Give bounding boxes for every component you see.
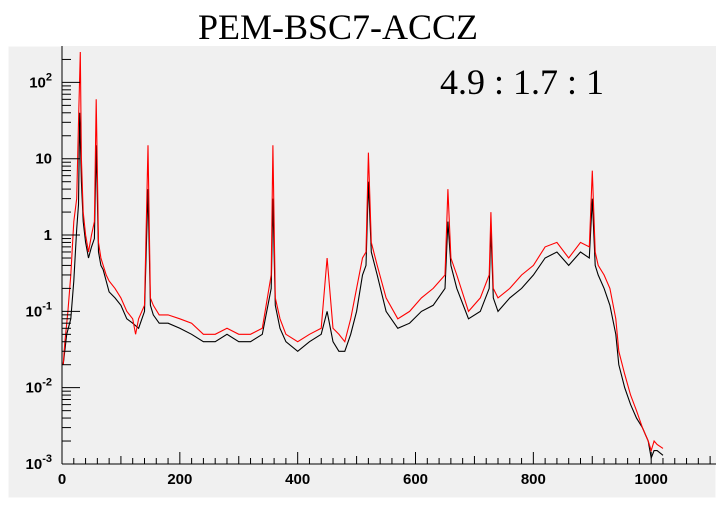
series-black-line — [62, 112, 664, 461]
x-tick-label: 800 — [521, 471, 546, 488]
x-tick-label: 400 — [285, 471, 310, 488]
y-tick-label: 10 — [35, 151, 52, 168]
plot-area — [62, 46, 716, 464]
series-layer — [62, 51, 664, 461]
y-tick-label: 1 — [44, 227, 52, 244]
x-tick-label: 0 — [58, 471, 66, 488]
series-red-line — [62, 51, 664, 453]
y-tick-label: 10-2 — [26, 377, 52, 397]
y-tick-label: 10-1 — [26, 300, 52, 320]
chart-title: PEM-BSC7-ACCZ — [198, 7, 478, 47]
y-tick-label: 102 — [29, 71, 52, 91]
x-tick-label: 1000 — [635, 471, 668, 488]
ratio-annotation: 4.9 : 1.7 : 1 — [440, 62, 604, 102]
axes-layer: 0 200 400 600 800 1000 10-3 10-2 10-1 1 10 102 — [26, 46, 716, 488]
x-tick-label: 200 — [167, 471, 192, 488]
y-tick-label: 10-3 — [26, 453, 52, 473]
x-tick-label: 600 — [403, 471, 428, 488]
